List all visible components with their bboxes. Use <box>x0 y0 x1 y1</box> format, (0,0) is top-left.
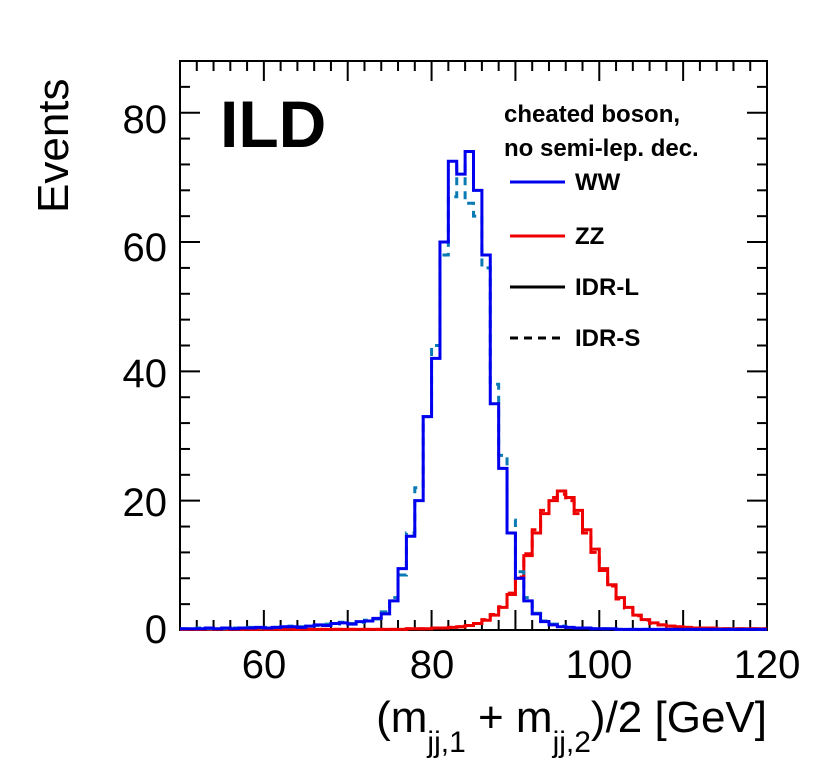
y-tick-label-80: 80 <box>123 98 168 142</box>
legend-label-zz: ZZ <box>575 223 604 250</box>
experiment-label: ILD <box>220 87 326 161</box>
series-layer <box>180 150 767 631</box>
x-axis-title-open: (m <box>376 693 427 742</box>
x-axis-title-sub2: jj,2 <box>552 726 591 759</box>
y-tick-label-0: 0 <box>145 608 167 652</box>
series-ww-idr-l <box>180 150 767 631</box>
legend: WW ZZ IDR-L IDR-S <box>510 169 640 352</box>
y-tick-label-60: 60 <box>123 226 168 270</box>
y-tick-label-20: 20 <box>123 481 168 525</box>
x-tick-label-100: 100 <box>566 643 633 687</box>
series-ww-idr-s <box>180 162 767 631</box>
x-axis-title: (mjj,1 + mjj,2)/2 [GeV] <box>376 693 767 759</box>
x-axis-title-close: )/2 [GeV] <box>591 693 767 742</box>
x-axis-title-mid: + m <box>466 693 553 742</box>
legend-label-idr-l: IDR-L <box>575 274 639 301</box>
legend-label-idr-s: IDR-S <box>575 325 640 352</box>
y-tick-labels: 0 20 40 60 80 <box>123 98 168 652</box>
x-tick-label-80: 80 <box>410 643 455 687</box>
x-tick-labels: 60 80 100 120 <box>242 643 801 687</box>
y-axis-title: Events <box>29 78 78 213</box>
annotation-line-1: cheated boson, <box>504 101 680 128</box>
x-axis-title-sub1: jj,1 <box>426 726 465 759</box>
series-zz-idr-s <box>180 492 767 631</box>
annotation-line-2: no semi-lep. dec. <box>504 135 699 162</box>
x-tick-label-60: 60 <box>242 643 287 687</box>
legend-label-ww: WW <box>575 169 621 196</box>
x-tick-label-120: 120 <box>734 643 801 687</box>
y-tick-label-40: 40 <box>123 352 168 396</box>
series-zz-idr-l <box>180 489 767 631</box>
